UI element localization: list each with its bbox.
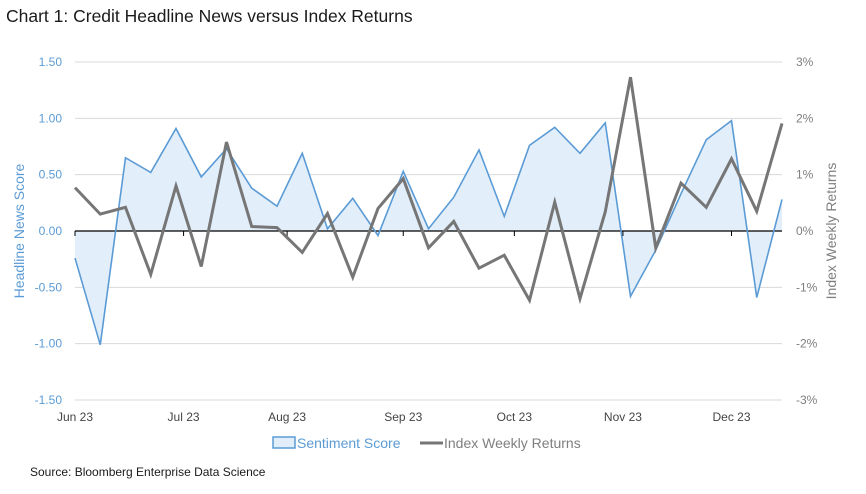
x-tick-label: Aug 23: [268, 410, 306, 424]
sentiment-line: [74, 119, 783, 346]
sentiment-area-fill: [75, 120, 782, 345]
x-tick-label: Nov 23: [604, 410, 642, 424]
x-ticks: Jun 23 Jul 23 Aug 23 Sep 23 Oct 23 Nov 23 Dec …: [57, 410, 751, 424]
chart-title: Chart 1: Credit Headline News versus Ind…: [6, 6, 413, 26]
legend-swatch-sentiment: [272, 436, 296, 449]
left-tick-label: -1.00: [35, 337, 63, 351]
legend-label-returns: Index Weekly Returns: [444, 435, 581, 451]
x-tick-label: Jul 23: [168, 410, 200, 424]
x-tick-label: Dec 23: [712, 410, 750, 424]
right-tick-label: -1%: [796, 280, 818, 294]
legend-label-sentiment: Sentiment Score: [297, 435, 401, 451]
left-tick-label: 0.00: [39, 224, 63, 238]
left-tick-label: -0.50: [35, 280, 63, 294]
source-note: Source: Bloomberg Enterprise Data Scienc…: [30, 465, 266, 479]
right-tick-label: -2%: [796, 337, 818, 351]
x-tick-label: Jun 23: [57, 410, 93, 424]
right-axis-title: Index Weekly Returns: [823, 163, 839, 300]
left-ticks: 1.50 1.00 0.50 0.00 -0.50 -1.00 -1.50: [35, 55, 63, 407]
x-tick-label: Sep 23: [384, 410, 422, 424]
x-tick-label: Oct 23: [497, 410, 533, 424]
left-axis-title: Headline News Score: [11, 163, 27, 298]
right-tick-label: 1%: [796, 168, 814, 182]
right-tick-label: -3%: [796, 393, 818, 407]
sentiment-area: [75, 120, 782, 345]
right-tick-label: 2%: [796, 111, 814, 125]
zero-axis: [74, 230, 782, 236]
right-ticks: 3% 2% 1% 0% -1% -2% -3%: [796, 55, 818, 407]
legend: Sentiment Score Index Weekly Returns: [272, 435, 581, 451]
left-tick-label: 1.50: [39, 55, 63, 69]
left-tick-label: -1.50: [35, 393, 63, 407]
left-tick-label: 1.00: [39, 111, 63, 125]
left-tick-label: 0.50: [39, 168, 63, 182]
right-tick-label: 3%: [796, 55, 814, 69]
right-tick-label: 0%: [796, 224, 814, 238]
returns-line: [73, 76, 784, 305]
